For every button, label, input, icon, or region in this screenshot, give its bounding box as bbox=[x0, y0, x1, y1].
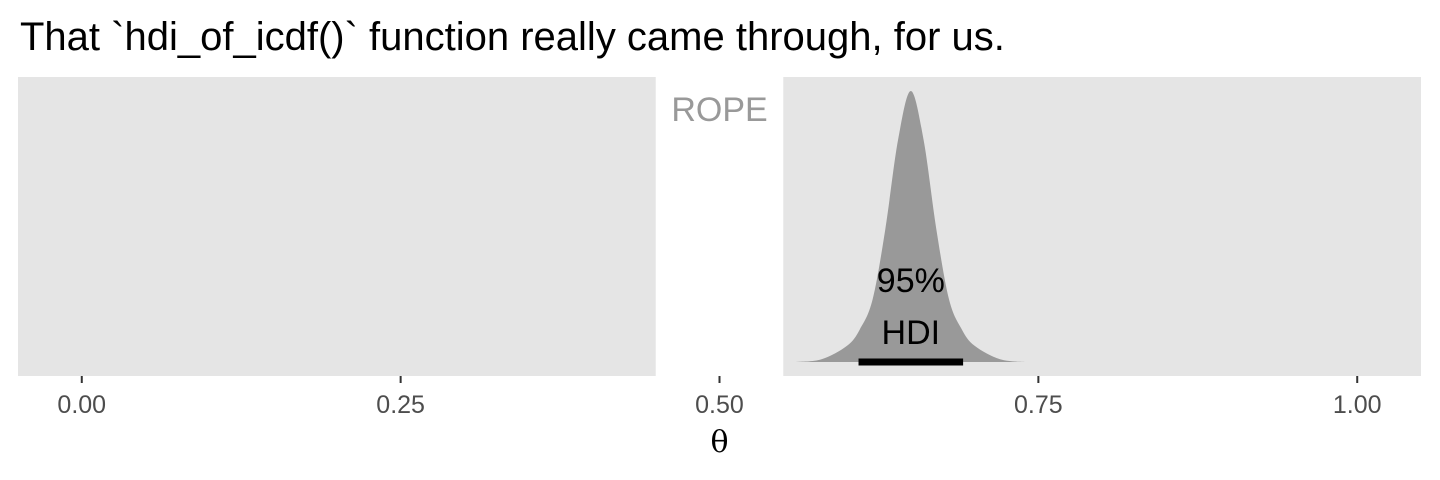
x-tick-label: 0.75 bbox=[1014, 391, 1063, 419]
rope-band bbox=[655, 77, 784, 376]
chart-title: That `hdi_of_icdf()` function really cam… bbox=[20, 15, 1005, 59]
x-axis-title: θ bbox=[710, 425, 728, 460]
x-tick-label: 0.50 bbox=[695, 391, 744, 419]
x-axis: 0.00 0.25 0.50 0.75 1.00 bbox=[57, 376, 1382, 419]
plot-panel bbox=[18, 77, 1421, 376]
x-tick-label: 0.25 bbox=[376, 391, 425, 419]
rope-label: ROPE bbox=[671, 91, 767, 129]
x-tick-label: 1.00 bbox=[1333, 391, 1382, 419]
posterior-density-area bbox=[796, 91, 1026, 362]
x-tick-label: 0.00 bbox=[57, 391, 106, 419]
hdi-label-text: HDI bbox=[882, 314, 941, 352]
hdi-label-percent: 95% bbox=[877, 262, 945, 300]
